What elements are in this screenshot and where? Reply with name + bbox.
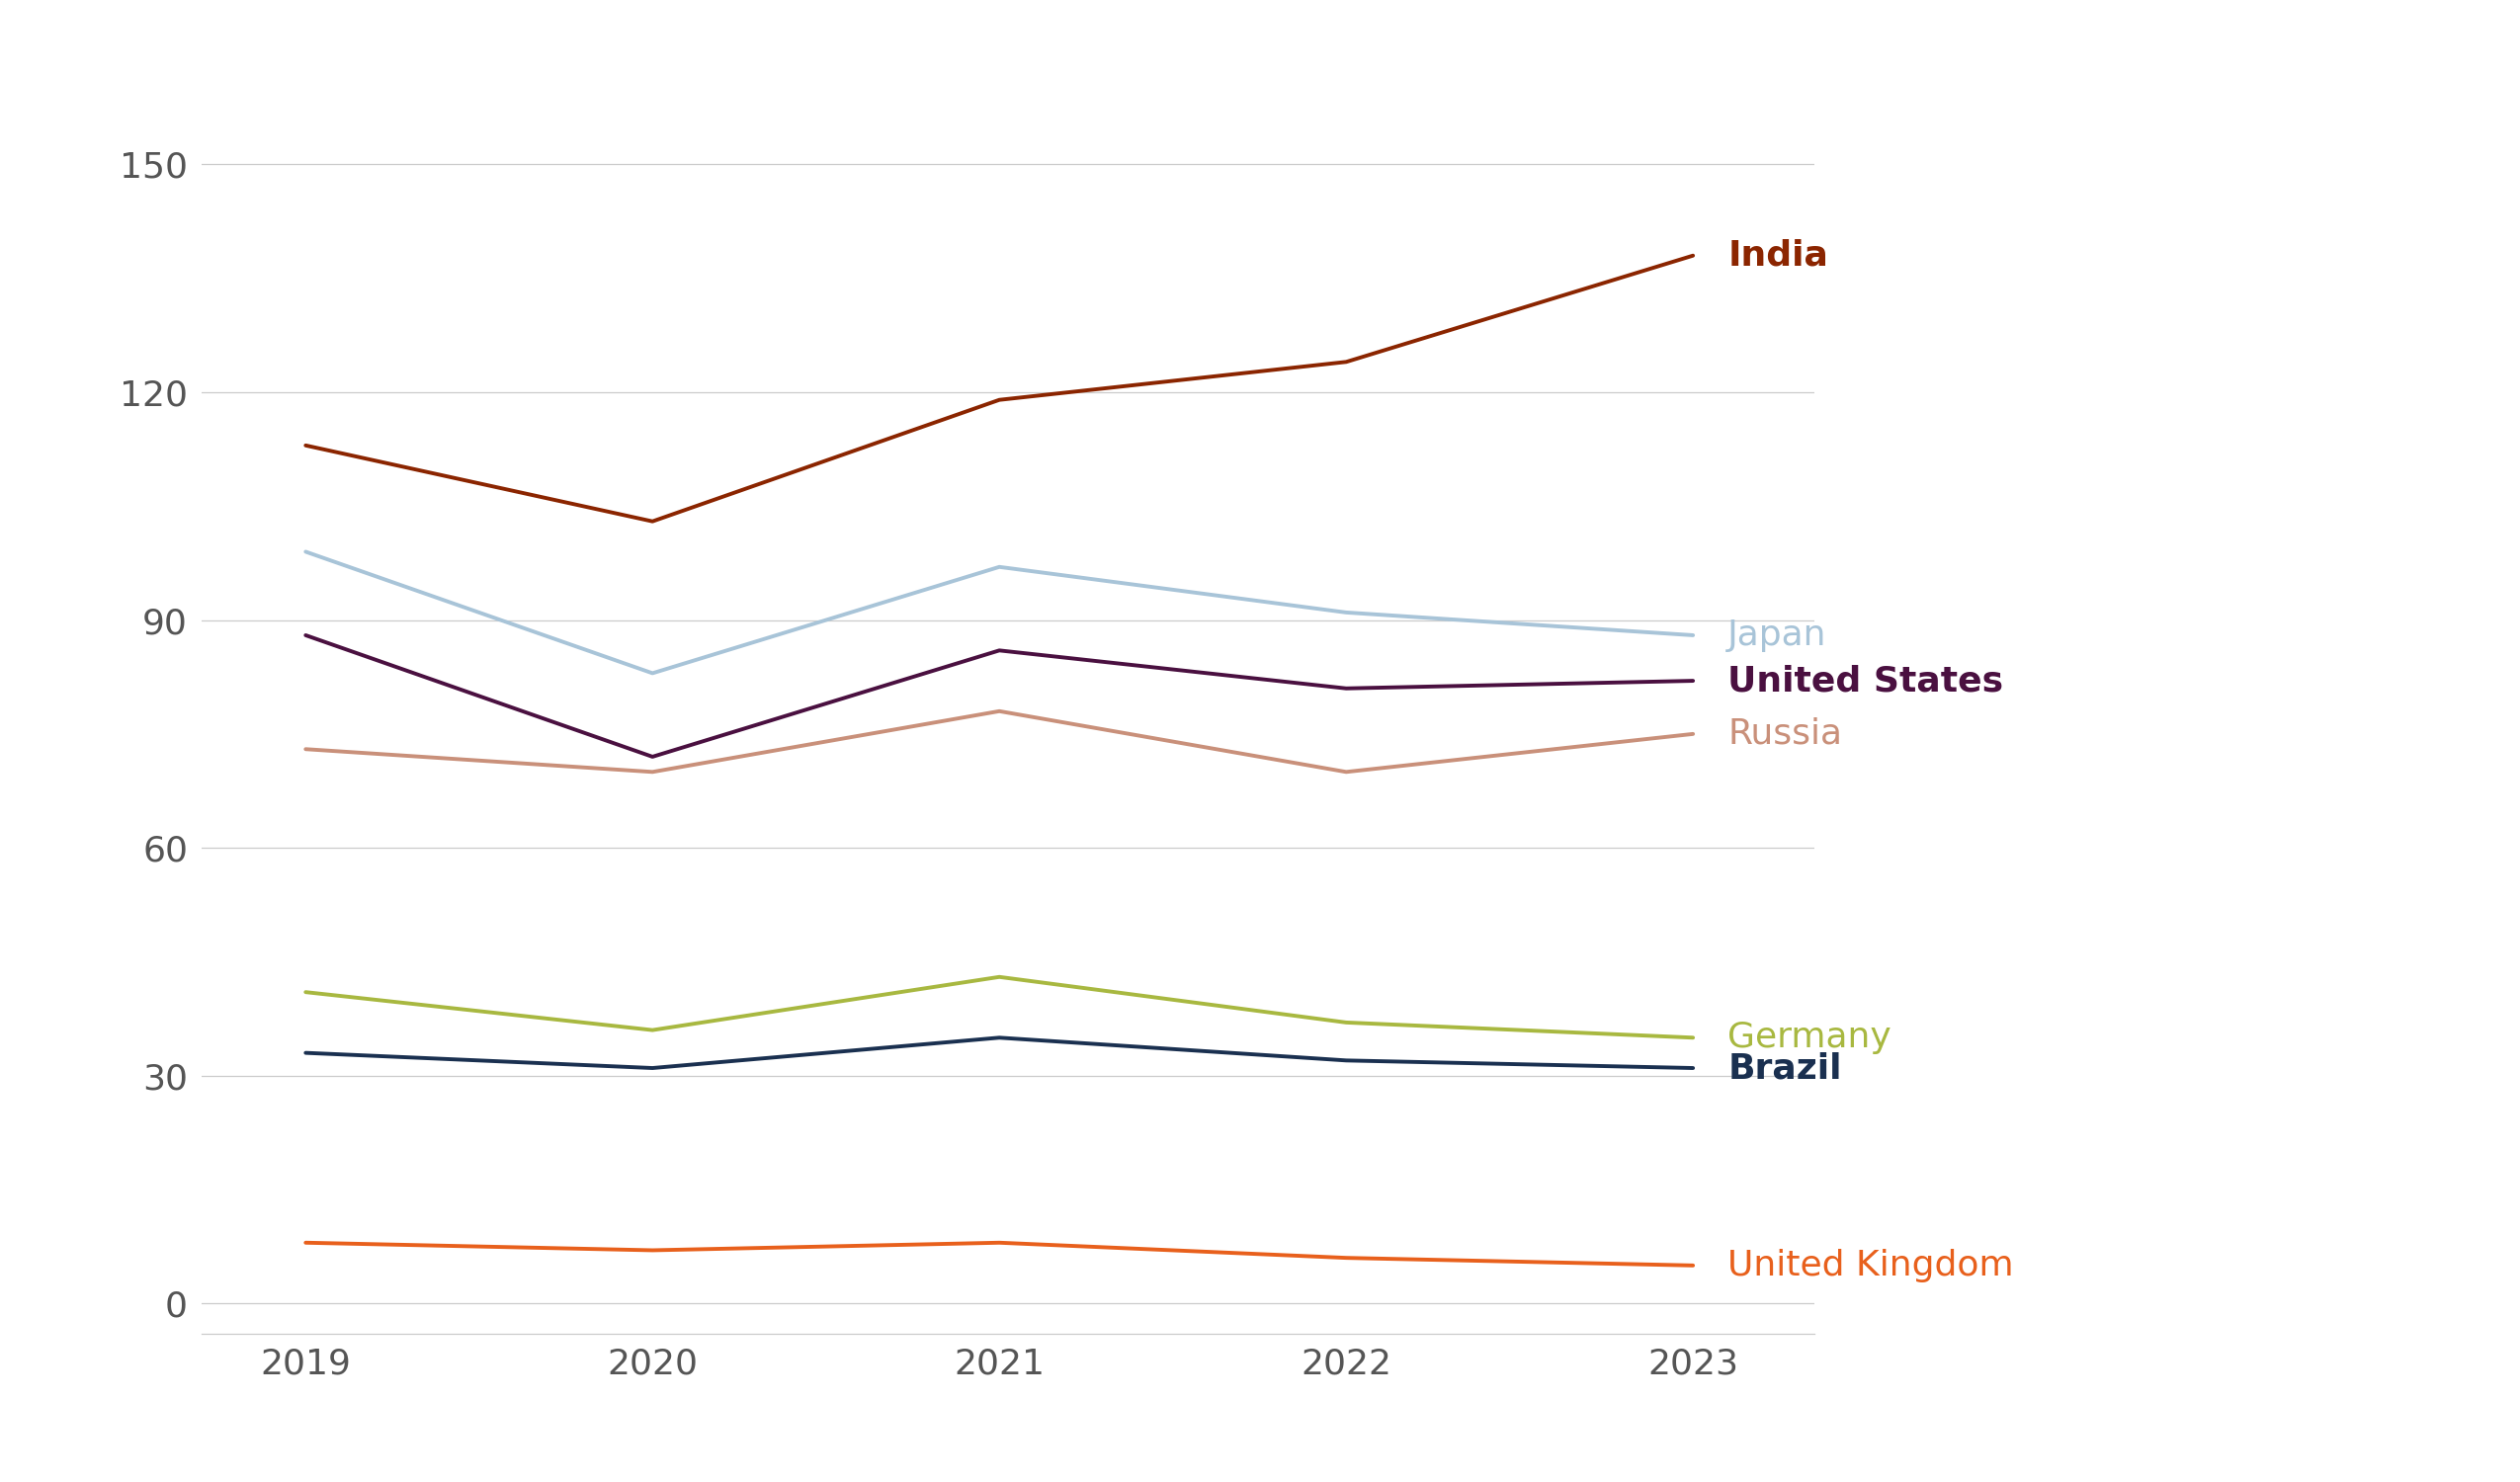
Text: Russia: Russia	[1729, 717, 1842, 751]
Text: Germany: Germany	[1729, 1021, 1893, 1055]
Text: India: India	[1729, 239, 1830, 273]
Text: Brazil: Brazil	[1729, 1051, 1842, 1085]
Text: United Kingdom: United Kingdom	[1729, 1249, 2013, 1282]
Text: Japan: Japan	[1729, 618, 1827, 652]
Text: United States: United States	[1729, 664, 2003, 698]
